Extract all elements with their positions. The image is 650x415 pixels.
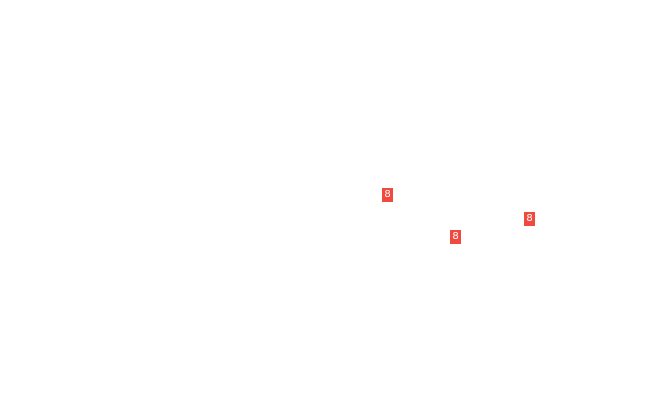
marker-badge[interactable]: 8 <box>382 188 393 202</box>
marker-badge[interactable]: 8 <box>450 230 461 244</box>
marker-badge[interactable]: 8 <box>524 212 535 226</box>
